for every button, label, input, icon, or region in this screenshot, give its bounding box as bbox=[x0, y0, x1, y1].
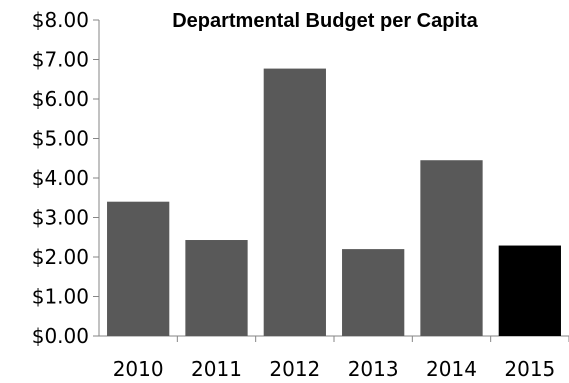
y-tick-label: $2.00 bbox=[32, 245, 89, 269]
y-tick-label: $0.00 bbox=[32, 324, 89, 348]
x-tick-label: 2013 bbox=[348, 357, 399, 381]
x-tick-label: 2010 bbox=[113, 357, 164, 381]
x-tick-label: 2012 bbox=[269, 357, 320, 381]
bar-2014 bbox=[420, 160, 483, 336]
y-tick-label: $7.00 bbox=[32, 48, 89, 72]
x-tick-label: 2011 bbox=[191, 357, 242, 381]
y-tick-label: $4.00 bbox=[32, 166, 89, 190]
bars bbox=[107, 68, 561, 337]
bar-2011 bbox=[185, 240, 248, 336]
bar-2012 bbox=[263, 68, 326, 337]
x-tick-label: 2014 bbox=[426, 357, 477, 381]
bar-2010 bbox=[107, 201, 170, 336]
y-axis: $0.00 $1.00 $2.00 $3.00 $4.00 $5.00 $6.00 $7.00… bbox=[32, 8, 100, 348]
chart-title: Departmental Budget per Capita bbox=[172, 10, 478, 32]
y-tick-label: $1.00 bbox=[32, 285, 89, 309]
y-tick-label: $3.00 bbox=[32, 206, 89, 230]
y-tick-label: $5.00 bbox=[32, 127, 89, 151]
bar-2013 bbox=[342, 249, 405, 336]
y-tick-label: $6.00 bbox=[32, 87, 89, 111]
x-tick-label: 2015 bbox=[504, 357, 555, 381]
bar-2015 bbox=[498, 245, 561, 336]
x-axis: 2010 2011 2012 2013 2014 2015 bbox=[99, 335, 569, 381]
y-tick-label: $8.00 bbox=[32, 8, 89, 32]
